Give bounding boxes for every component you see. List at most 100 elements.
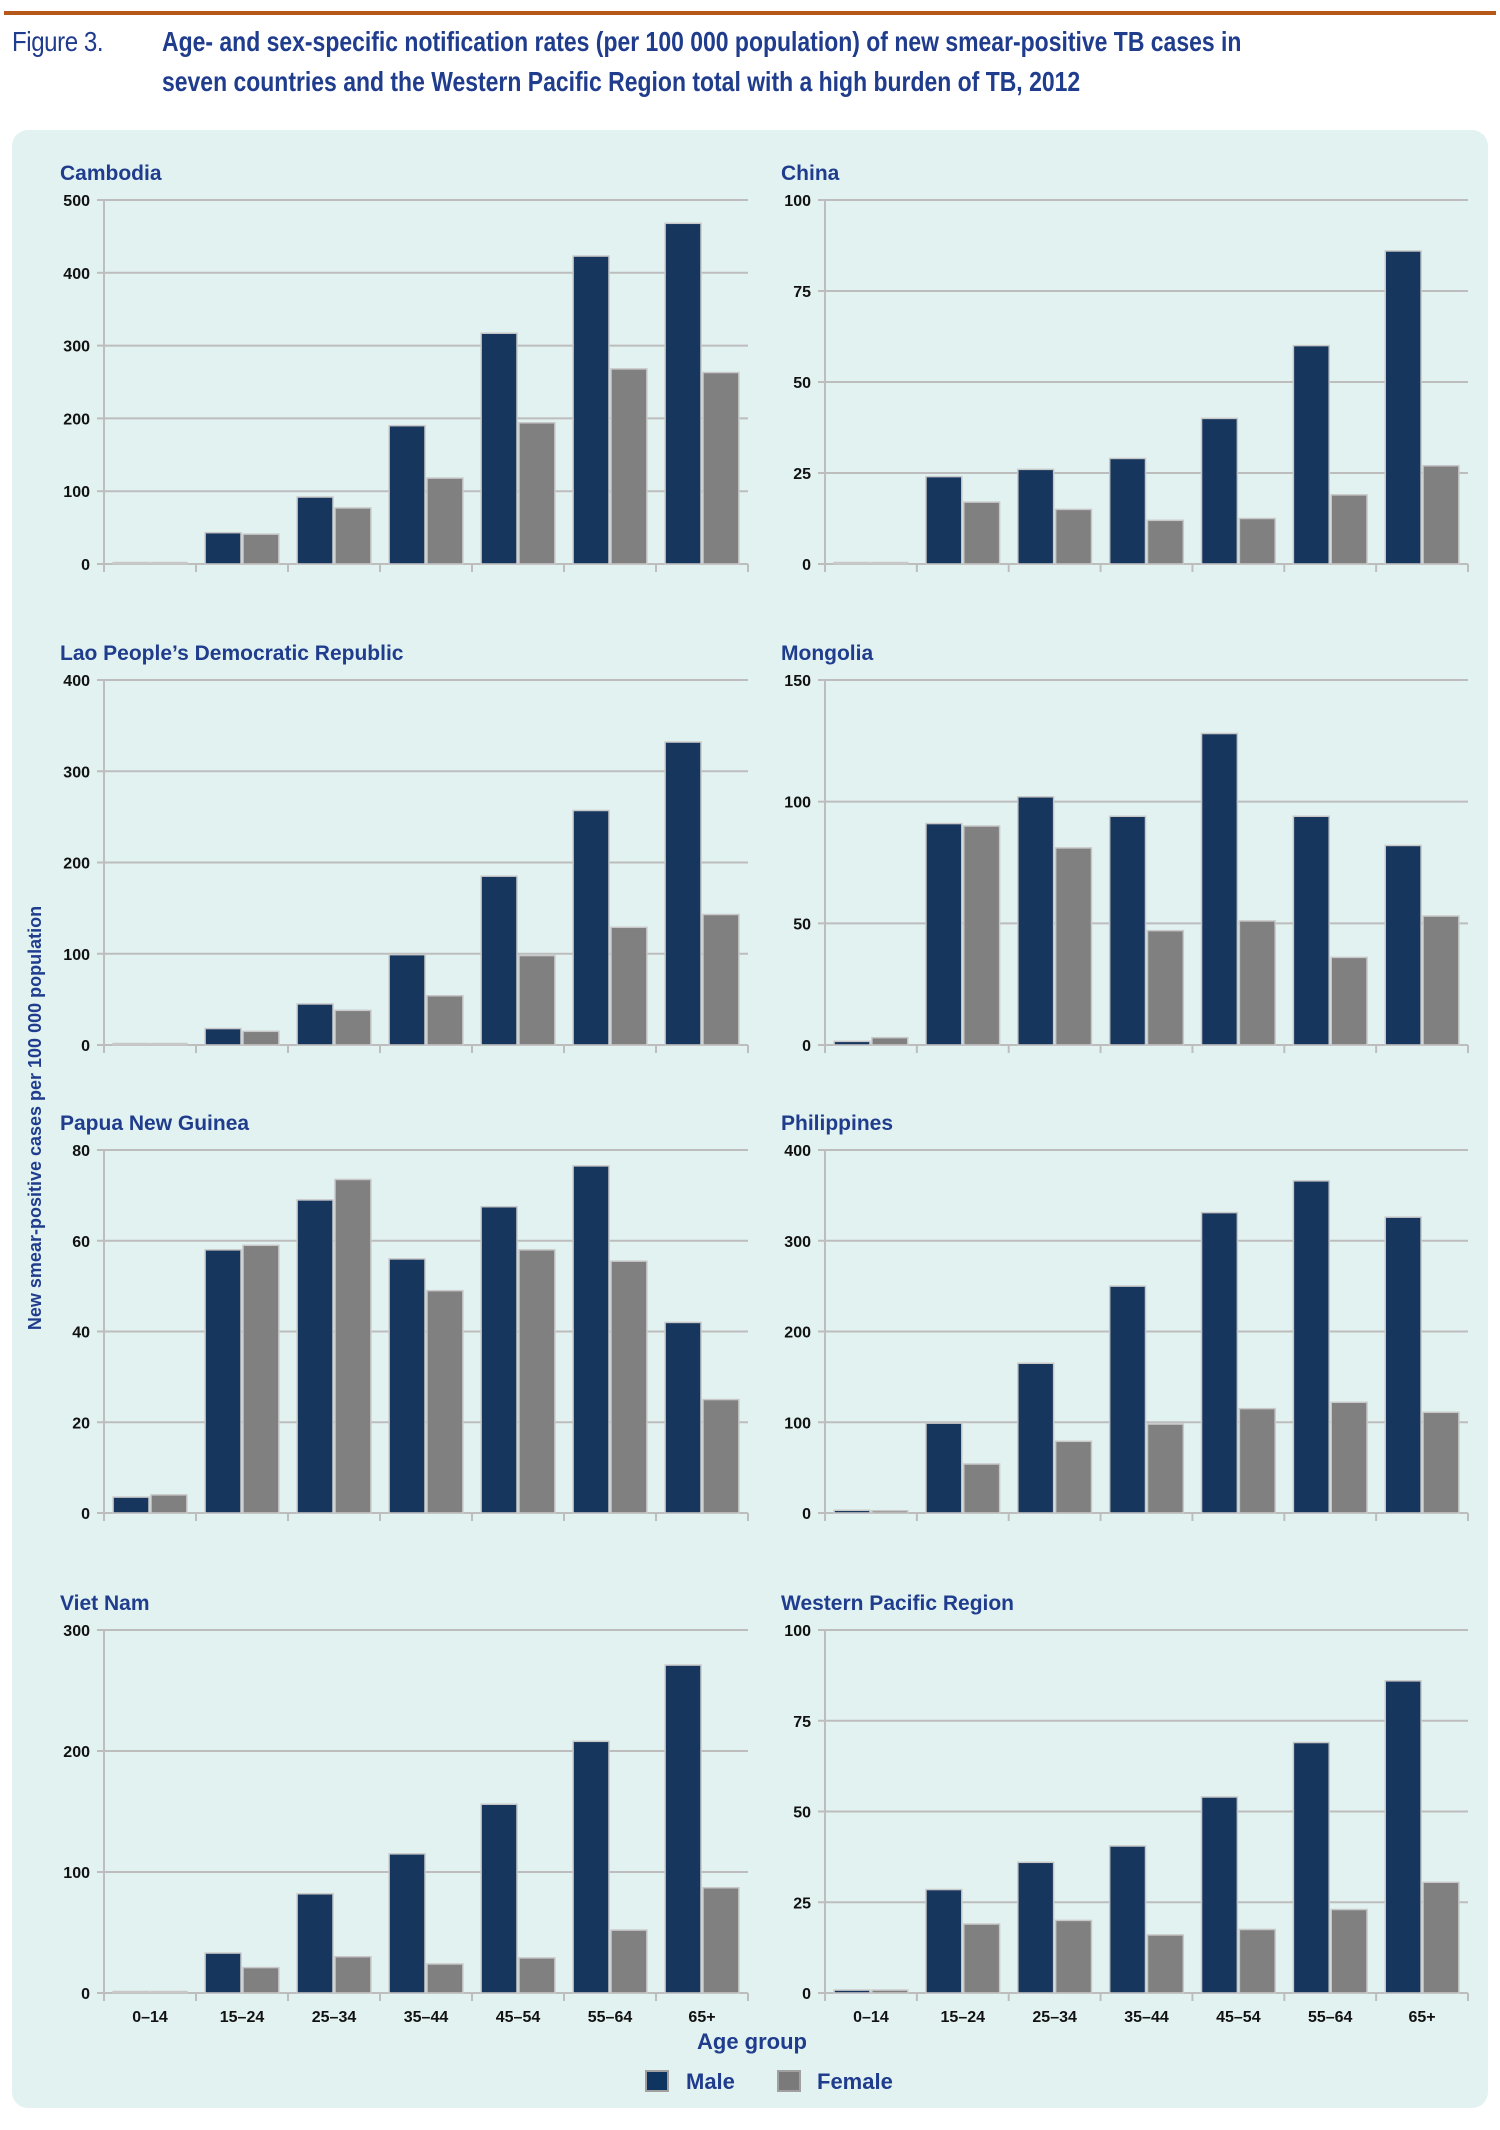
bar-male-55-64 xyxy=(572,1165,610,1514)
bar-male-25-34 xyxy=(296,1893,334,1994)
bar-male-25-34 xyxy=(1017,1362,1055,1514)
bar-female-35-44 xyxy=(426,477,464,565)
y-tick-label: 200 xyxy=(63,411,90,428)
bar-female-35-44 xyxy=(426,1289,464,1514)
bar-male-45-54 xyxy=(1200,1211,1239,1514)
chart-title: China xyxy=(781,162,840,185)
bar-male-35-44 xyxy=(1108,1285,1147,1514)
bar-male-25-34 xyxy=(1017,1861,1055,1994)
x-tick-label: 25–34 xyxy=(1032,2009,1077,2026)
bar-female-35-44 xyxy=(426,994,464,1046)
bar-female-55-64 xyxy=(610,926,648,1046)
x-tick-label: 0–14 xyxy=(853,2009,889,2026)
y-tick-label: 75 xyxy=(793,284,811,301)
y-tick-label: 20 xyxy=(72,1415,90,1432)
y-tick-label: 100 xyxy=(784,1415,811,1432)
chart-cambodia: Cambodia 0 100 200 300 400 500 xyxy=(60,162,749,574)
bar-female-45-54 xyxy=(518,422,556,565)
bar-female-35-44 xyxy=(1146,1423,1185,1514)
x-tick-label: 35–44 xyxy=(1124,2009,1169,2026)
bar-male-65plus xyxy=(664,1321,702,1514)
figure-title: Age- and sex-specific notification rates… xyxy=(162,22,1384,102)
chart-china: China 0 25 50 75 100 xyxy=(781,162,1469,574)
bar-female-45-54 xyxy=(518,954,556,1046)
bar-male-55-64 xyxy=(1292,344,1330,565)
bar-male-25-34 xyxy=(296,1199,334,1514)
chart-title: Papua New Guinea xyxy=(60,1112,249,1135)
bar-male-55-64 xyxy=(572,255,610,565)
bar-female-25-34 xyxy=(334,1009,372,1046)
bar-female-45-54 xyxy=(1238,920,1276,1046)
bar-male-15-24 xyxy=(204,1249,242,1514)
bar-male-35-44 xyxy=(388,1853,426,1994)
figure-title-line-2: seven countries and the Western Pacific … xyxy=(162,66,1081,97)
bar-female-45-54 xyxy=(518,1957,556,1994)
bar-female-35-44 xyxy=(1146,929,1185,1046)
bar-male-15-24 xyxy=(925,822,963,1046)
x-axis-label: Age group xyxy=(697,2029,807,2054)
y-tick-label: 100 xyxy=(63,484,90,501)
x-tick-label: 55–64 xyxy=(1308,2009,1353,2026)
y-tick-label: 25 xyxy=(793,466,811,483)
bar-male-15-24 xyxy=(925,1422,963,1514)
bar-male-0-14 xyxy=(833,561,871,565)
chart-papua-new-guinea: Papua New Guinea 0 20 40 60 80 xyxy=(60,1112,749,1523)
bar-female-65plus xyxy=(702,913,740,1046)
bar-male-65plus xyxy=(1384,1680,1422,1994)
chart-philippines: Philippines 0 100 200 300 400 xyxy=(781,1112,1469,1523)
bar-male-65plus xyxy=(664,222,702,565)
y-tick-label: 0 xyxy=(802,1506,811,1523)
y-tick-label: 80 xyxy=(72,1143,90,1160)
bar-female-65plus xyxy=(1422,915,1460,1046)
bar-male-35-44 xyxy=(388,953,426,1046)
bar-female-25-34 xyxy=(334,1178,372,1514)
y-tick-label: 150 xyxy=(784,673,811,690)
y-tick-label: 200 xyxy=(63,856,90,873)
chart-title: Lao People’s Democratic Republic xyxy=(60,642,404,665)
legend-swatch-female xyxy=(777,2070,801,2092)
y-tick-label: 0 xyxy=(81,1038,90,1055)
bar-male-0-14 xyxy=(112,561,150,565)
y-tick-label: 300 xyxy=(63,1623,90,1640)
bar-male-15-24 xyxy=(925,475,963,565)
y-tick-label: 0 xyxy=(802,557,811,574)
bar-female-25-34 xyxy=(1054,847,1093,1046)
bar-male-65plus xyxy=(664,1664,702,1994)
bar-male-15-24 xyxy=(925,1888,963,1994)
chart-lao-people-s-democratic-republic: Lao People’s Democratic Republic 0 100 200 3… xyxy=(60,642,749,1055)
y-tick-label: 0 xyxy=(81,557,90,574)
bar-female-15-24 xyxy=(242,1030,280,1046)
bar-male-55-64 xyxy=(572,1740,610,1994)
chart-title: Philippines xyxy=(781,1112,893,1135)
bar-female-0-14 xyxy=(150,1494,188,1514)
y-tick-label: 400 xyxy=(63,266,90,283)
y-tick-label: 100 xyxy=(63,947,90,964)
bar-male-45-54 xyxy=(1200,417,1239,565)
y-tick-label: 100 xyxy=(784,193,811,210)
bar-female-35-44 xyxy=(1146,519,1185,565)
chart-title: Cambodia xyxy=(60,162,162,185)
bar-female-25-34 xyxy=(1054,508,1093,565)
bar-male-45-54 xyxy=(480,1205,518,1514)
x-tick-label: 65+ xyxy=(688,2009,715,2026)
bar-male-65plus xyxy=(1384,250,1422,565)
legend: Male Female xyxy=(645,2069,893,2094)
bar-female-45-54 xyxy=(1238,1928,1276,1994)
bar-female-0-14 xyxy=(150,561,188,565)
bar-male-45-54 xyxy=(480,875,518,1046)
figure-label: Figure 3. xyxy=(12,26,104,57)
x-tick-label: 15–24 xyxy=(941,2009,986,2026)
bar-female-55-64 xyxy=(610,1260,648,1514)
bar-male-35-44 xyxy=(388,424,426,565)
bar-female-0-14 xyxy=(871,561,909,565)
legend-label-male: Male xyxy=(686,2069,735,2094)
chart-title: Mongolia xyxy=(781,642,873,665)
y-tick-label: 0 xyxy=(81,1986,90,2003)
x-tick-label: 15–24 xyxy=(220,2009,265,2026)
y-tick-label: 300 xyxy=(63,339,90,356)
chart-viet-nam: Viet Nam 0 100 200 300 0–14 15–24 25–34 35–44 45–… xyxy=(60,1592,749,2026)
bar-male-45-54 xyxy=(480,332,518,565)
bar-male-55-64 xyxy=(1292,815,1330,1046)
bar-male-0-14 xyxy=(833,1040,871,1046)
y-tick-label: 300 xyxy=(784,1234,811,1251)
